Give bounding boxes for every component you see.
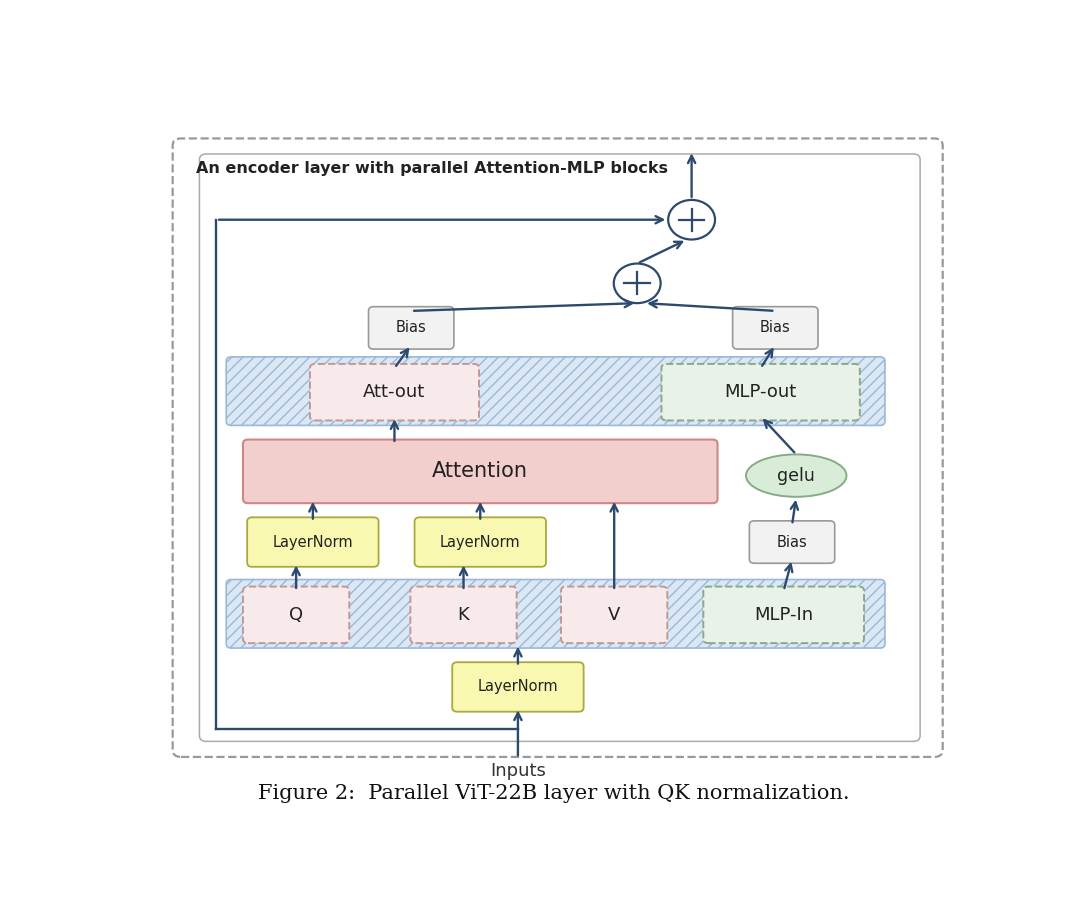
- Text: Bias: Bias: [777, 534, 808, 550]
- Text: MLP-out: MLP-out: [725, 383, 797, 401]
- Text: Att-out: Att-out: [363, 383, 426, 401]
- Text: Q: Q: [289, 606, 303, 624]
- FancyBboxPatch shape: [703, 587, 864, 644]
- FancyBboxPatch shape: [226, 357, 885, 425]
- Ellipse shape: [746, 454, 847, 497]
- Text: MLP-In: MLP-In: [754, 606, 813, 624]
- FancyBboxPatch shape: [661, 364, 860, 420]
- FancyBboxPatch shape: [750, 521, 835, 564]
- Text: An encoder layer with parallel Attention-MLP blocks: An encoder layer with parallel Attention…: [197, 161, 669, 176]
- Text: gelu: gelu: [778, 466, 815, 485]
- Circle shape: [613, 263, 661, 303]
- FancyBboxPatch shape: [453, 662, 583, 711]
- Text: LayerNorm: LayerNorm: [477, 679, 558, 694]
- FancyBboxPatch shape: [415, 518, 546, 566]
- FancyBboxPatch shape: [200, 154, 920, 742]
- FancyBboxPatch shape: [243, 440, 717, 503]
- FancyBboxPatch shape: [410, 587, 516, 644]
- Text: Bias: Bias: [396, 320, 427, 335]
- Text: Bias: Bias: [760, 320, 791, 335]
- FancyBboxPatch shape: [226, 579, 885, 648]
- Text: K: K: [458, 606, 470, 624]
- Text: LayerNorm: LayerNorm: [272, 534, 353, 550]
- Text: V: V: [608, 606, 620, 624]
- FancyBboxPatch shape: [310, 364, 480, 420]
- FancyBboxPatch shape: [247, 518, 379, 566]
- FancyBboxPatch shape: [561, 587, 667, 644]
- Circle shape: [669, 200, 715, 240]
- FancyBboxPatch shape: [173, 139, 943, 757]
- Text: Figure 2:  Parallel ViT-22B layer with QK normalization.: Figure 2: Parallel ViT-22B layer with QK…: [258, 784, 849, 803]
- Text: LayerNorm: LayerNorm: [440, 534, 521, 550]
- FancyBboxPatch shape: [732, 307, 818, 349]
- Text: Inputs: Inputs: [490, 762, 545, 780]
- FancyBboxPatch shape: [243, 587, 349, 644]
- Text: Attention: Attention: [432, 462, 528, 481]
- FancyBboxPatch shape: [368, 307, 454, 349]
